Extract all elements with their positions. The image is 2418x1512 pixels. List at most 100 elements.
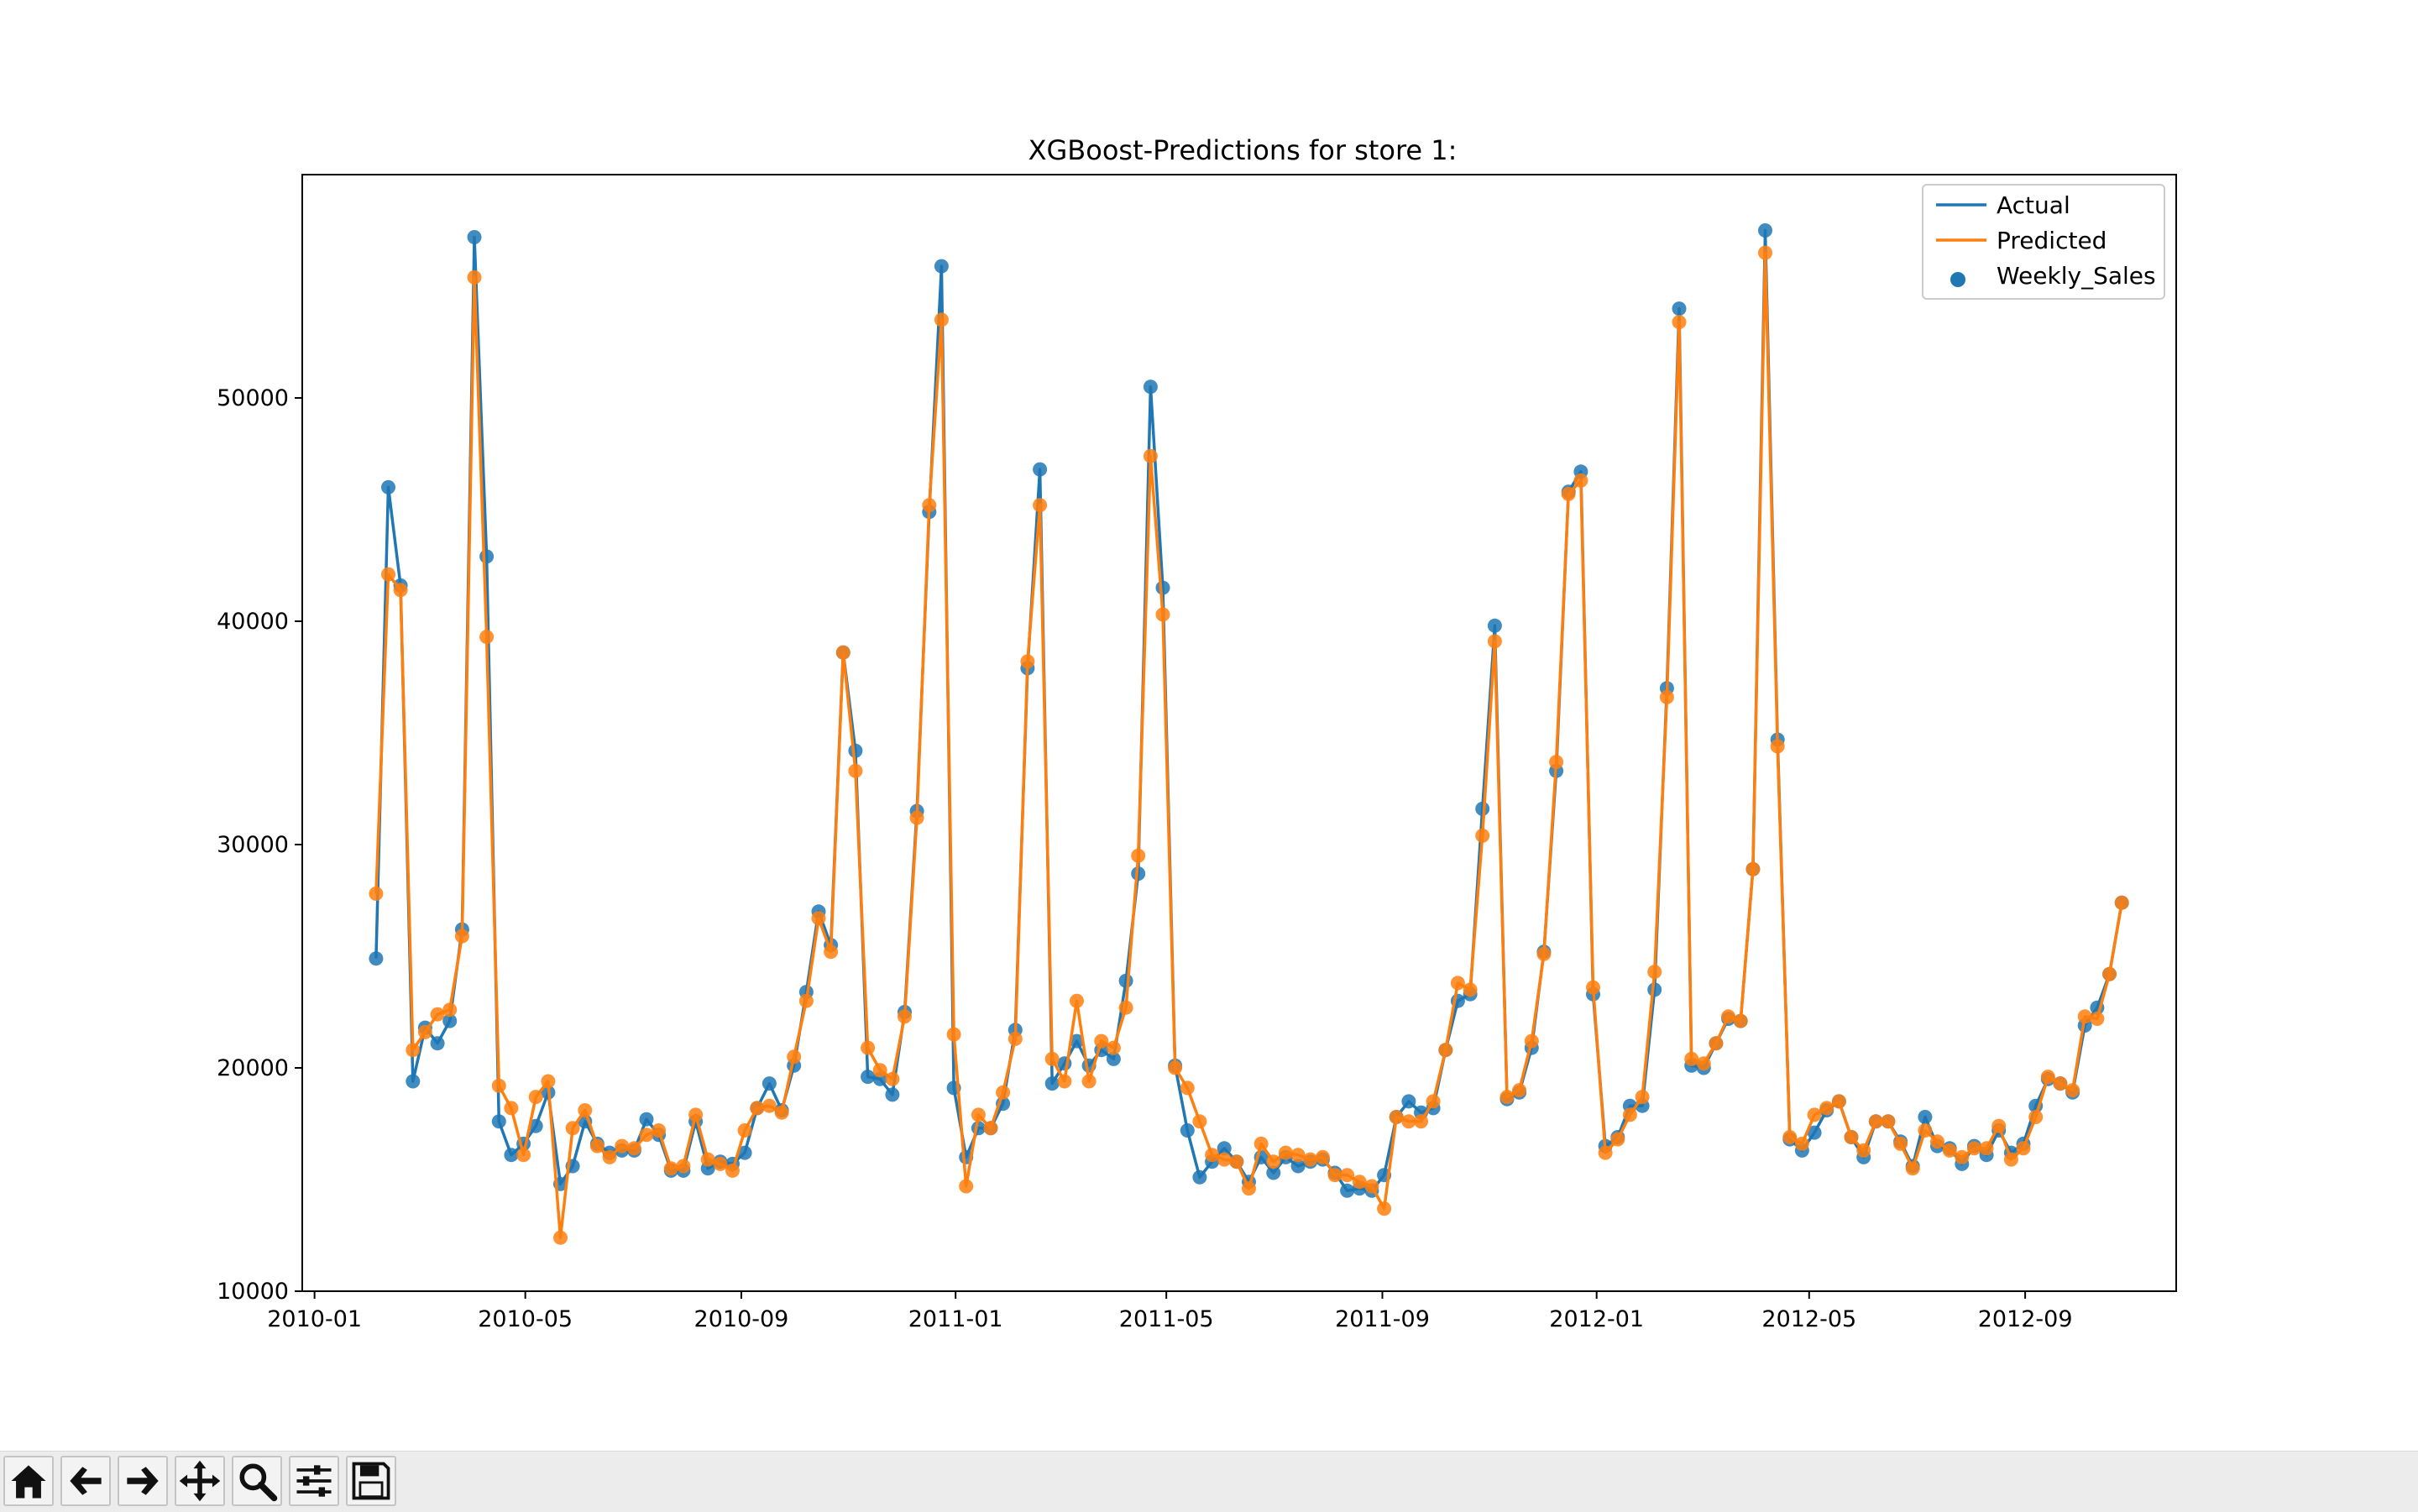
actual-point — [1266, 1165, 1281, 1180]
predicted-point — [1881, 1114, 1896, 1129]
actual-point — [861, 1070, 876, 1085]
y-axis: 10000 20000 30000 40000 50000 — [217, 385, 302, 1305]
x-axis: 2010-01 2010-05 2010-09 2011-01 2011-05 2011-… — [267, 1291, 2073, 1332]
predicted-point — [1549, 755, 1564, 770]
predicted-point — [787, 1049, 802, 1065]
predicted-point — [2102, 966, 2117, 981]
actual-point — [1143, 379, 1158, 395]
predicted-point — [442, 1002, 458, 1018]
x-tick-label: 2011-05 — [1119, 1306, 1214, 1332]
home-button[interactable] — [3, 1456, 54, 1506]
configure-subplots-button[interactable] — [289, 1456, 339, 1506]
actual-point — [406, 1074, 421, 1089]
save-button[interactable] — [346, 1456, 396, 1506]
actual-point — [1057, 1056, 1072, 1071]
predicted-point — [1352, 1175, 1367, 1190]
legend-label: Predicted — [1997, 227, 2107, 254]
x-tick-label: 2011-01 — [908, 1306, 1003, 1332]
predicted-point — [946, 1027, 961, 1042]
predicted-point — [1315, 1149, 1330, 1164]
predicted-point — [983, 1121, 998, 1136]
predicted-point — [688, 1107, 704, 1122]
navigation-toolbar — [0, 1451, 2418, 1512]
predicted-point — [1242, 1181, 1256, 1196]
predicted-point — [737, 1123, 752, 1138]
predicted-point — [663, 1161, 678, 1176]
pan-button[interactable] — [175, 1456, 225, 1506]
actual-point — [762, 1076, 777, 1091]
predicted-point — [1536, 946, 1552, 961]
predicted-point — [2003, 1152, 2018, 1167]
actual-point — [430, 1036, 445, 1051]
predicted-point — [1942, 1143, 1957, 1158]
predicted-point — [1709, 1036, 1724, 1051]
predicted-point — [454, 929, 469, 944]
predicted-point — [615, 1138, 630, 1154]
predicted-point — [1205, 1148, 1220, 1163]
predicted-point — [1475, 828, 1490, 843]
predicted-point — [898, 1009, 912, 1024]
predicted-point — [1819, 1101, 1834, 1116]
predicted-point — [934, 312, 949, 327]
predicted-point — [1721, 1009, 1736, 1024]
predicted-point — [2028, 1110, 2044, 1124]
y-tick-label: 50000 — [217, 385, 289, 411]
predicted-point — [1229, 1154, 1244, 1169]
predicted-point — [1955, 1149, 1970, 1164]
actual-point — [1487, 618, 1502, 633]
predicted-point — [1180, 1080, 1195, 1096]
predicted-point — [602, 1149, 617, 1164]
predicted-point — [1684, 1051, 1699, 1066]
predicted-point — [417, 1024, 432, 1039]
predicted-point — [652, 1123, 667, 1138]
predicted-point — [1745, 861, 1761, 876]
arrow-right-icon — [127, 1467, 159, 1495]
actual-point — [934, 259, 949, 274]
zoom-button[interactable] — [232, 1456, 282, 1506]
predicted-point — [2016, 1141, 2031, 1156]
predicted-point — [872, 1063, 887, 1078]
predicted-point — [1672, 315, 1687, 330]
predicted-point — [1070, 993, 1084, 1008]
back-button[interactable] — [60, 1456, 111, 1506]
legend-label: Weekly_Sales — [1997, 262, 2156, 290]
predicted-point — [922, 498, 937, 513]
predicted-point — [1389, 1110, 1404, 1124]
predicted-point — [467, 269, 482, 285]
predicted-point — [848, 763, 863, 778]
predicted-point — [479, 630, 495, 645]
sliders-icon — [296, 1465, 332, 1497]
predicted-point — [1659, 689, 1674, 704]
predicted-point — [1905, 1161, 1920, 1176]
predicted-point — [2090, 1012, 2105, 1026]
actual-point — [885, 1087, 900, 1102]
predicted-point — [971, 1107, 986, 1122]
plot-area — [369, 223, 2129, 1245]
predicted-point — [565, 1121, 580, 1136]
predicted-point — [762, 1098, 777, 1113]
predicted-point — [1524, 1033, 1539, 1049]
predicted-point — [406, 1043, 421, 1058]
predicted-point — [713, 1156, 728, 1171]
predicted-point — [1622, 1107, 1637, 1122]
forward-button[interactable] — [118, 1456, 168, 1506]
actual-point — [1044, 1076, 1060, 1091]
predicted-point — [774, 1105, 789, 1120]
predicted-point — [1253, 1136, 1269, 1151]
predicted-point — [1290, 1148, 1306, 1163]
move-icon — [179, 1460, 221, 1502]
predicted-point — [996, 1085, 1011, 1100]
figure-canvas: XGBoost-Predictions for store 1: 2010-01… — [217, 134, 2177, 1332]
legend-swatch — [1950, 272, 1965, 287]
predicted-point — [700, 1152, 715, 1167]
predicted-point — [528, 1090, 543, 1105]
x-tick-label: 2011-09 — [1335, 1306, 1430, 1332]
predicted-point — [1143, 448, 1158, 463]
predicted-point — [1794, 1136, 1809, 1151]
predicted-point — [1377, 1201, 1392, 1216]
actual-point — [479, 549, 495, 564]
actual-point — [1106, 1051, 1121, 1066]
predicted-point — [1856, 1143, 1871, 1158]
predicted-point — [1426, 1094, 1441, 1109]
actual-point — [381, 479, 395, 494]
